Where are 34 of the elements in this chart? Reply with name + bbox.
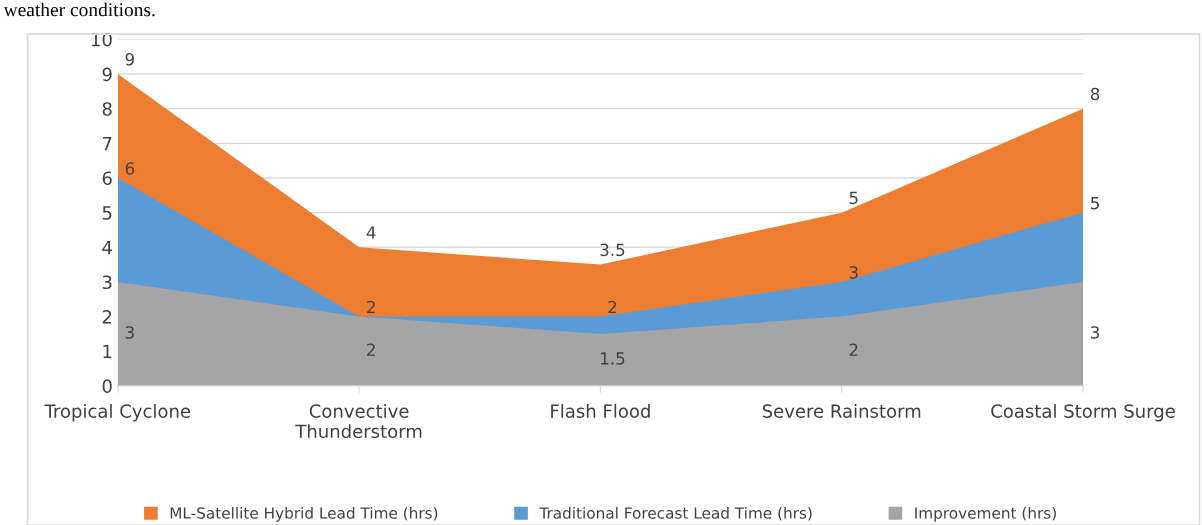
- text: weather conditions.: [3, 2, 155, 17]
- data-label: 1.5: [601, 352, 625, 365]
- data-label: 9: [125, 52, 134, 66]
- y-tick-label: 3: [102, 275, 112, 290]
- data-label: 8: [1090, 87, 1100, 101]
- y-tick-label: 5: [102, 206, 112, 220]
- x-tick-label: Convective Thunderstorm: [295, 403, 422, 439]
- legend-label: Traditional Forecast Lead Time (hrs): [539, 506, 812, 521]
- data-label: 2: [367, 300, 375, 314]
- x-tick-label: Tropical Cyclone: [44, 403, 191, 422]
- data-label: 3.5: [600, 243, 625, 257]
- y-tick-label: 8: [102, 102, 112, 116]
- x-tick-label: Coastal Storm Surge: [991, 403, 1175, 422]
- data-label: 6: [125, 162, 135, 175]
- data-label: 3: [849, 266, 858, 279]
- y-tick-label: 9: [102, 67, 112, 82]
- data-label: 2: [367, 343, 375, 356]
- y-tick-label: 4: [102, 240, 112, 255]
- data-label: 2: [608, 300, 617, 314]
- legend-label: ML-Satellite Hybrid Lead Time (hrs): [170, 506, 438, 522]
- data-label: 3: [1091, 326, 1100, 339]
- data-label: 3: [125, 326, 134, 339]
- y-tick-label: 0: [102, 379, 112, 393]
- y-tick-label: 2: [102, 310, 112, 324]
- y-tick-label: 6: [102, 171, 112, 186]
- y-tick-label: 7: [102, 137, 112, 151]
- data-label: 4: [366, 226, 376, 239]
- x-tick-label: Severe Rainstorm: [762, 403, 921, 418]
- data-label: 5: [849, 191, 858, 205]
- data-label: 2: [849, 343, 858, 356]
- y-tick-label: 1: [103, 344, 112, 359]
- x-tick-label: Flash Flood: [551, 403, 650, 418]
- legend-label: Improvement (hrs): [915, 506, 1056, 522]
- data-label: 5: [1091, 197, 1099, 210]
